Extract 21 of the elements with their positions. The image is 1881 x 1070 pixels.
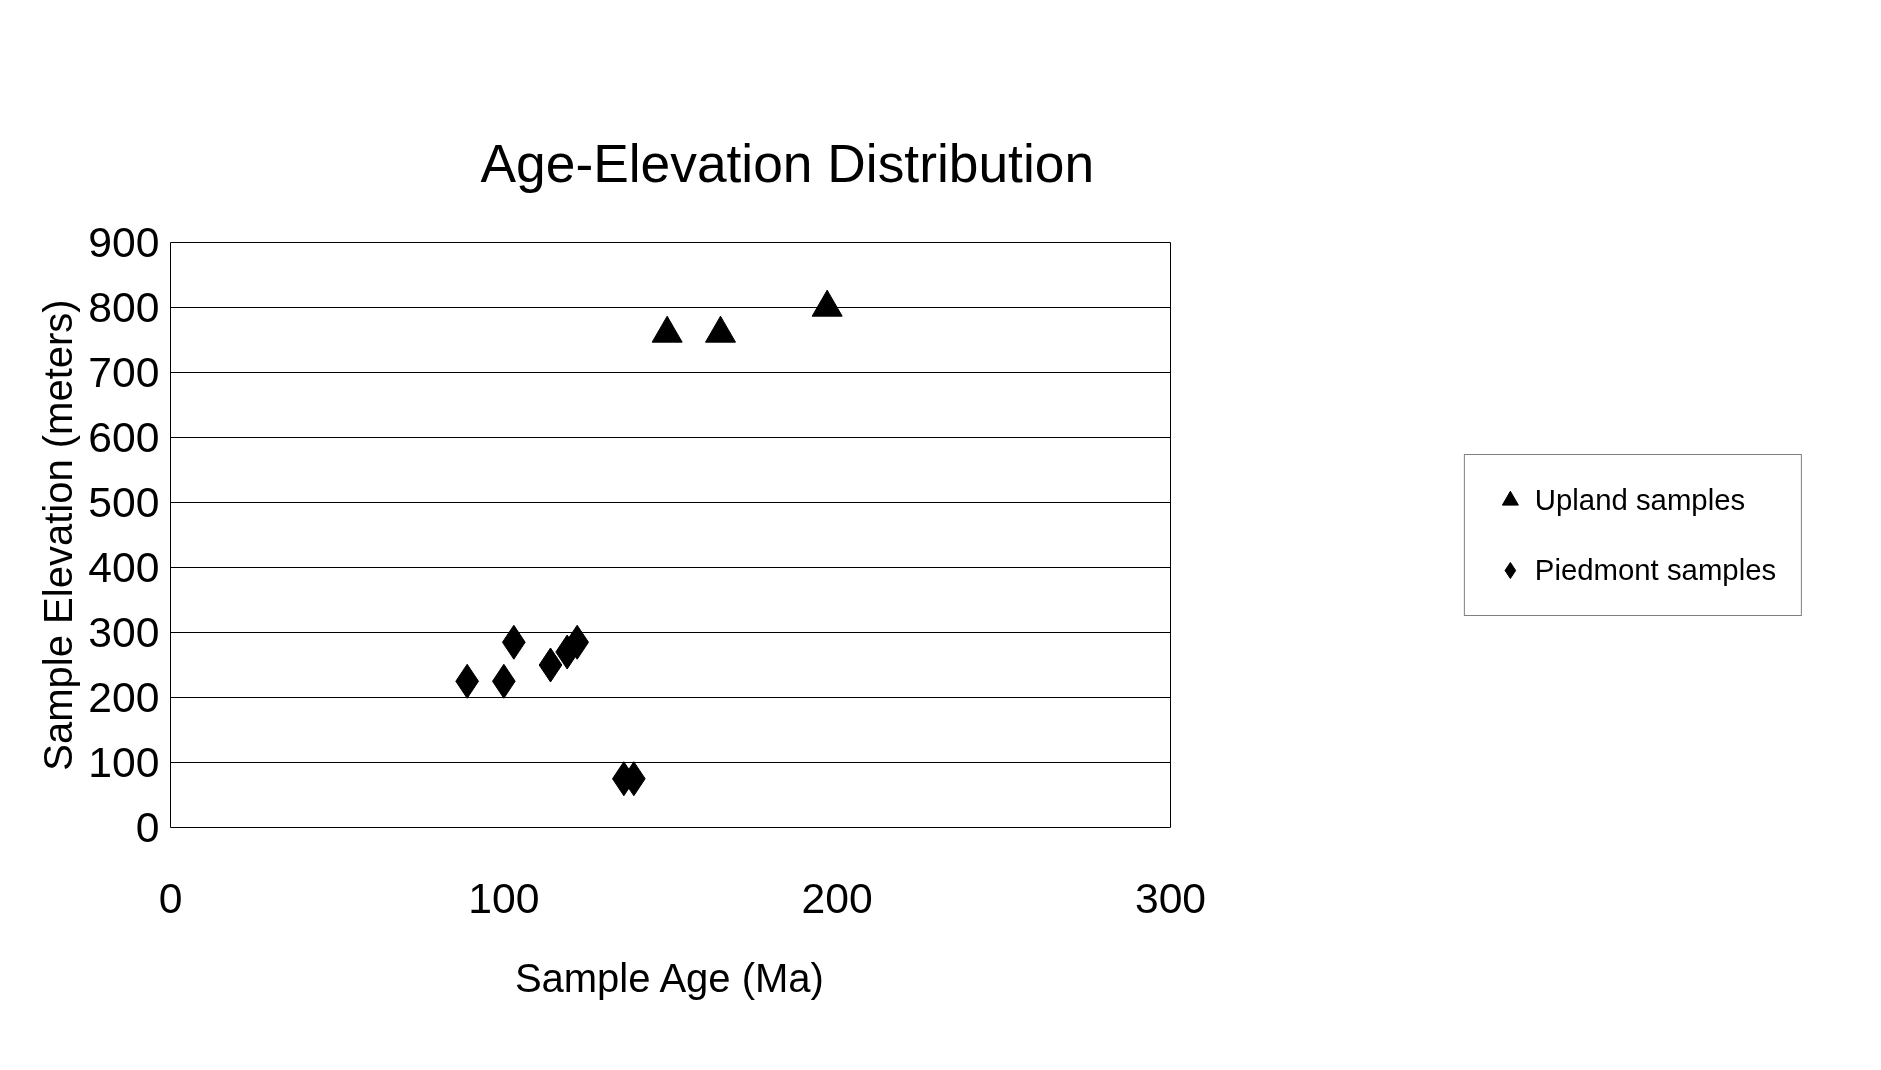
x-tick-label: 100	[468, 873, 540, 922]
legend-label: Upland samples	[1534, 482, 1746, 517]
point	[705, 315, 736, 343]
x-tick-label: 300	[1134, 873, 1207, 922]
y-tick-label: 800	[88, 283, 160, 331]
y-tick-label: 500	[88, 478, 160, 526]
y-tick-label: 200	[88, 673, 160, 721]
chart-title: Age-Elevation Distribution	[480, 133, 1095, 193]
y-tick-label: 100	[88, 738, 160, 786]
legend-label: Piedmont samples	[1534, 552, 1777, 587]
y-tick-label: 0	[135, 803, 160, 851]
y-tick-label: 400	[88, 543, 160, 591]
y-tick-label: 700	[88, 348, 160, 396]
point	[811, 289, 843, 317]
y-tick-label: 600	[88, 413, 160, 461]
x-tick-label: 200	[801, 873, 873, 922]
y-tick-label: 900	[88, 218, 160, 266]
x-axis-title: Sample Age (Ma)	[514, 955, 824, 1000]
y-tick-label: 300	[88, 608, 160, 656]
y-axis-title: Sample Elevation (meters)	[36, 299, 81, 771]
point	[651, 315, 683, 343]
